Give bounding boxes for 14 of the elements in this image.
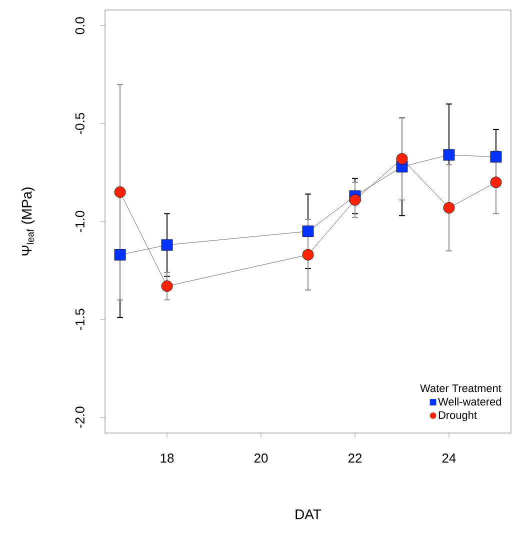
y-axis-title: Ψ$_{leaf}$ (MPa) (21, 187, 34, 256)
x-tick-label: 22 (348, 454, 362, 463)
y-tick-label: -1.0 (75, 210, 84, 232)
y-tick-label: 0.0 (75, 17, 84, 34)
y-tick-label: -0.5 (75, 112, 84, 134)
y-tick-label: -1.5 (75, 308, 84, 330)
x-axis-title: DAT (296, 510, 322, 520)
legend-label: Drought (438, 410, 477, 422)
x-tick-label: 24 (442, 454, 456, 463)
y-tick-label: -2.0 (75, 406, 84, 428)
x-tick-label: 20 (254, 454, 268, 463)
x-tick-label: 18 (160, 454, 174, 463)
legend-label: Well-watered (438, 398, 502, 406)
legend-title: Water Treatment (420, 384, 502, 392)
